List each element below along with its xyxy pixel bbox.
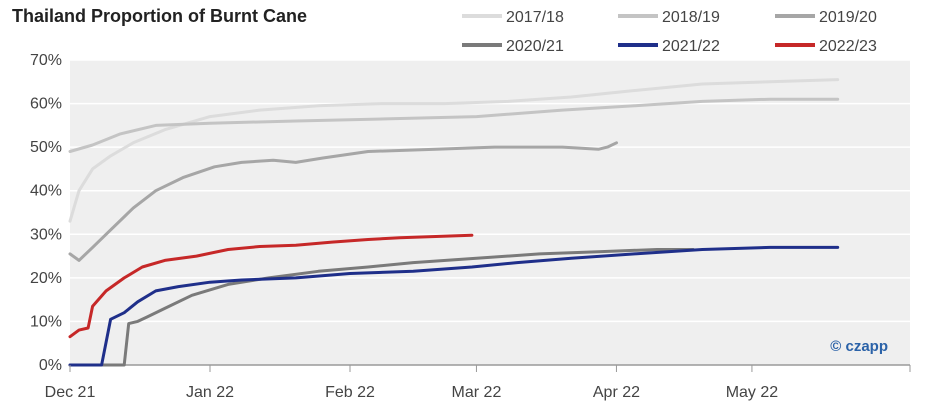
x-tick-label: Jan 22 [186, 384, 234, 401]
series-line-2021-22 [68, 245, 840, 367]
y-tick-label: 20% [30, 270, 62, 287]
chart-title: Thailand Proportion of Burnt Cane [12, 6, 307, 26]
y-tick-label: 40% [30, 183, 62, 200]
x-tick-label: Mar 22 [452, 384, 502, 401]
czapp-watermark: © czapp [830, 338, 888, 355]
x-tick-label: Apr 22 [593, 384, 640, 401]
legend-label: 2017/18 [506, 9, 564, 26]
series-line-2018-19 [68, 97, 840, 153]
y-tick-label: 50% [30, 139, 62, 156]
plot-area [70, 60, 910, 365]
series-line-2017-18 [68, 78, 840, 223]
legend-label: 2021/22 [662, 38, 720, 55]
y-tick-label: 10% [30, 313, 62, 330]
series-line-2022-23 [68, 233, 474, 339]
y-tick-label: 30% [30, 226, 62, 243]
x-tick-label: May 22 [726, 384, 779, 401]
y-axis: 0% 10% 20% 30% 40% 50% 60% 70% [30, 52, 62, 374]
x-tick-label: Dec 21 [45, 384, 96, 401]
legend-label: 2020/21 [506, 38, 564, 55]
series-group [68, 78, 840, 367]
y-tick-label: 0% [39, 357, 62, 374]
legend-label: 2022/23 [819, 38, 877, 55]
legend-label: 2018/19 [662, 9, 720, 26]
legend: 2017/18 2018/19 2019/20 2020/21 2021/22 2022/… [462, 9, 877, 55]
y-tick-label: 60% [30, 96, 62, 113]
x-tick-label: Feb 22 [325, 384, 375, 401]
series-line-2019-20 [68, 141, 618, 262]
czapp-brand: © czapp [830, 338, 888, 355]
legend-label: 2019/20 [819, 9, 877, 26]
y-tick-label: 70% [30, 52, 62, 69]
x-axis: Dec 21 Jan 22 Feb 22 Mar 22 Apr 22 May 22 [45, 365, 911, 401]
